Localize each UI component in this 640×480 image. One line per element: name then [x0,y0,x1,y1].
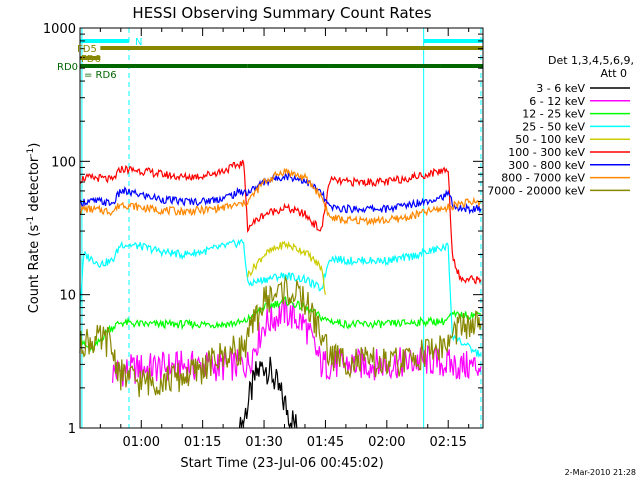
y-tick-label: 1 [68,422,76,437]
chart-title: HESSI Observing Summary Count Rates [132,4,431,22]
legend-header-line2: Att 0 [601,67,627,80]
y-tick-label: 10 [59,289,76,304]
status-bar-label: RD0 [57,62,78,73]
x-tick-label: 01:30 [245,435,282,450]
y-tick-label: 1000 [43,22,76,37]
series-line [79,159,482,285]
series-line [247,240,326,295]
plot-frame [79,27,484,429]
legend-label: 800 - 7000 keV [501,172,585,185]
x-axis-title: Start Time (23-Jul-06 00:45:02) [180,456,383,471]
status-bar-label: = RD6 [84,70,117,81]
legend-label: 6 - 12 keV [529,95,585,108]
legend-label: 50 - 100 keV [515,133,585,146]
legend-label: 12 - 25 keV [522,108,585,121]
x-tick-label: 01:15 [184,435,221,450]
legend-label: 3 - 6 keV [536,82,585,95]
y-axis: 1 10 100 1000 [43,22,483,437]
timestamp: 2-Mar-2010 21:28 [565,468,636,477]
x-tick-label: 01:00 [123,435,160,450]
x-tick-label: 02:00 [368,435,405,450]
status-bar-label: N [135,37,142,48]
series-line [79,238,482,359]
status-bar-label: FD6 [81,54,101,65]
y-axis-title: Count Rate (s-1 detector-1) [26,143,42,314]
status-bar-label: FD5 [77,44,97,55]
series-line [79,168,482,226]
x-tick-label: 02:15 [429,435,466,450]
legend-label: 25 - 50 keV [522,120,585,133]
x-tick-label: 01:45 [307,435,344,450]
legend-header-line1: Det 1,3,4,5,6,9, [548,54,634,67]
x-axis: 01:00 01:15 01:30 01:45 02:00 02:15 [99,28,470,450]
y-tick-label: 100 [51,155,76,170]
legend-label: 300 - 800 keV [508,159,585,172]
series-line [79,275,482,398]
series-line [79,295,482,352]
series-line [79,171,482,215]
legend-label: 7000 - 20000 keV [487,184,585,197]
series-line [238,356,298,430]
plot-area [79,28,483,430]
legend-label: 100 - 300 keV [508,146,585,159]
